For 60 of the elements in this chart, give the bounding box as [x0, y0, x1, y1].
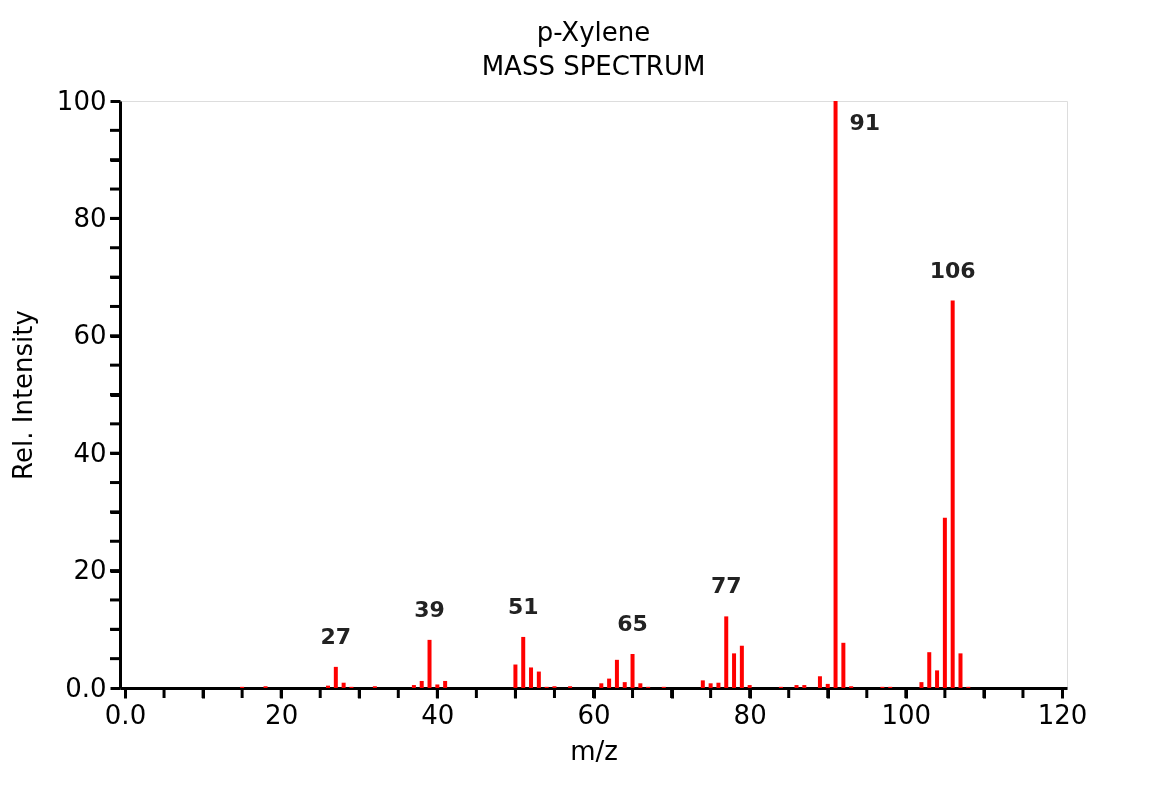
bar: [536, 671, 541, 688]
bar: [622, 682, 627, 688]
bar: [638, 683, 643, 688]
bar: [427, 639, 432, 688]
bar: [958, 653, 963, 688]
bar: [700, 680, 705, 688]
bar: [411, 685, 416, 688]
bar: [529, 667, 534, 688]
bar: [927, 652, 932, 688]
bar: [513, 664, 518, 688]
bar: [919, 682, 924, 688]
y-tick-label: 0.0: [65, 672, 107, 703]
bar: [333, 666, 338, 688]
bar: [708, 683, 713, 688]
bar: [419, 680, 424, 688]
bar: [443, 680, 448, 688]
bar: [825, 683, 830, 688]
x-axis-title: m/z: [570, 735, 618, 766]
bar: [739, 645, 744, 688]
x-tick-label: 20: [265, 699, 299, 730]
bar: [794, 685, 799, 688]
bar: [935, 670, 940, 688]
x-tick-label: 0.0: [104, 699, 147, 730]
annotation: 91: [849, 110, 881, 135]
x-tick-label: 40: [421, 699, 455, 730]
bar: [599, 683, 604, 688]
annotation: 39: [414, 596, 445, 622]
bar: [614, 659, 619, 688]
annotation: 106: [929, 257, 976, 283]
x-tick-label: 120: [1037, 699, 1088, 730]
x-tick-label: 100: [881, 699, 932, 730]
bar: [607, 678, 612, 688]
x-tick-label: 80: [733, 699, 767, 730]
chart-title: p-Xylene: [536, 17, 651, 47]
bar: [716, 682, 721, 688]
chart-subtitle: MASS SPECTRUM: [481, 51, 706, 81]
bar: [630, 653, 635, 688]
bar: [841, 642, 846, 688]
annotation: 65: [617, 610, 648, 636]
bar: [435, 684, 440, 688]
y-axis-title: Rel. Intensity: [7, 310, 38, 480]
y-tick-label: 40: [73, 437, 107, 468]
annotation: 51: [507, 593, 539, 619]
bar: [833, 101, 838, 688]
y-tick-label: 20: [73, 555, 107, 586]
bar: [521, 636, 526, 688]
y-tick-label: 100: [56, 85, 107, 116]
y-tick-label: 60: [73, 320, 107, 351]
bar: [817, 676, 822, 688]
bar: [732, 653, 737, 688]
bar: [724, 616, 729, 688]
bar: [950, 300, 955, 688]
bar: [341, 682, 346, 688]
annotation: 27: [320, 623, 352, 649]
y-tick-label: 80: [73, 202, 107, 233]
annotation: 77: [710, 573, 742, 599]
bar: [747, 685, 752, 688]
bar: [802, 685, 807, 688]
bar: [942, 517, 947, 688]
x-tick-label: 60: [577, 699, 611, 730]
